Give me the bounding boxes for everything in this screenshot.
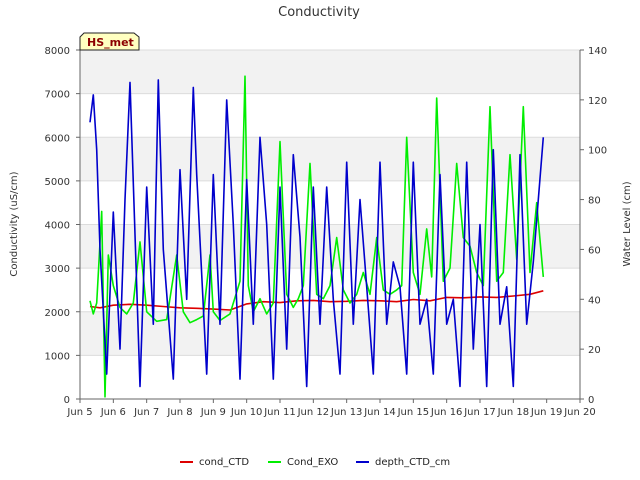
y-right-tick-label: 40	[588, 295, 601, 306]
y-left-tick-label: 6000	[45, 133, 70, 144]
y-axis-right-label: Water Level (cm)	[622, 181, 633, 266]
x-tick-label: Jun 12	[297, 407, 330, 418]
y-left-tick-label: 2000	[45, 308, 70, 319]
x-tick-label: Jun 19	[530, 407, 563, 418]
x-tick-label: Jun 10	[230, 407, 263, 418]
y-right-tick-label: 100	[588, 146, 607, 157]
x-tick-label: Jun 5	[66, 407, 92, 418]
y-left-tick-label: 1000	[45, 351, 70, 362]
x-tick-label: Jun 15	[397, 407, 430, 418]
x-tick-label: Jun 20	[563, 407, 596, 418]
y-left-tick-label: 8000	[45, 46, 70, 57]
legend-label-Cond_EXO: Cond_EXO	[287, 457, 338, 468]
x-tick-label: Jun 9	[200, 407, 226, 418]
x-tick-label: Jun 14	[363, 407, 396, 418]
legend: cond_CTD Cond_EXO depth_CTD_cm	[180, 457, 450, 468]
x-tick-label: Jun 11	[263, 407, 296, 418]
chart-title: Conductivity	[278, 5, 360, 20]
badge-box	[79, 32, 140, 51]
station-badge: HS_met	[79, 32, 140, 51]
series-line-depth_CTD_cm	[89, 79, 545, 388]
y-right-tick-label: 20	[588, 345, 601, 356]
background-band	[80, 137, 580, 181]
x-tick-label: Jun 6	[100, 407, 126, 418]
y-axis-left-label: Conductivity (uS/cm)	[9, 171, 20, 276]
y-right-tick-label: 0	[588, 395, 594, 406]
background-band	[80, 50, 580, 94]
y-left-tick-label: 3000	[45, 264, 70, 275]
y-right-tick-label: 140	[588, 46, 607, 57]
grid-lines	[80, 49, 580, 400]
y-right-tick-label: 60	[588, 245, 601, 256]
series-line-cond_CTD	[89, 290, 544, 311]
y-left-tick-label: 4000	[45, 221, 70, 232]
legend-label-cond_CTD: cond_CTD	[199, 457, 249, 468]
x-tick-label: Jun 16	[430, 407, 463, 418]
x-tick-label: Jun 8	[166, 407, 192, 418]
x-tick-label: Jun 13	[330, 407, 363, 418]
y-left-tick-label: 5000	[45, 177, 70, 188]
tick-labels: Jun 5 Jun 6 Jun 7 Jun 8 Jun 9 Jun 10 Jun 11 Jun…	[45, 46, 608, 418]
x-tick-label: Jun 17	[463, 407, 496, 418]
y-left-tick-label: 0	[64, 395, 70, 406]
series-lines	[89, 75, 545, 398]
x-tick-label: Jun 18	[497, 407, 530, 418]
y-right-tick-label: 80	[588, 196, 601, 207]
y-left-tick-label: 7000	[45, 90, 70, 101]
y-right-tick-label: 120	[588, 96, 607, 107]
legend-label-depth_CTD_cm: depth_CTD_cm	[375, 457, 450, 468]
x-tick-label: Jun 7	[133, 407, 159, 418]
background-band	[80, 311, 580, 356]
badge-label: HS_met	[87, 36, 134, 49]
